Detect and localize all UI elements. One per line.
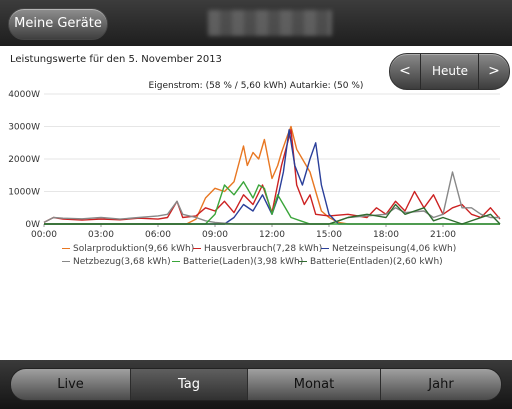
legend-item: Solarproduktion(9,66 kWh) <box>62 244 194 254</box>
legend-swatch <box>193 248 201 249</box>
legend-swatch <box>299 261 307 262</box>
y-tick-label: 2000W <box>8 155 40 165</box>
date-navigation: < Heute > <box>389 53 510 90</box>
y-tick-label: 4000W <box>8 90 40 100</box>
x-tick-label: 15:00 <box>316 230 342 240</box>
x-axis-ticks: 00:00 03:00 06:00 09:00 12:00 15:00 18:00 21:00 <box>31 224 456 240</box>
legend-item: Hausverbrauch(7,28 kWh) <box>193 244 322 254</box>
x-tick-label: 12:00 <box>259 230 285 240</box>
legend-swatch <box>172 261 180 262</box>
legend-label: Hausverbrauch(7,28 kWh) <box>204 244 323 254</box>
power-chart: 4000W 3000W 2000W 1000W 0W 00:00 03:00 06:00 09… <box>8 90 501 240</box>
tab-live[interactable]: Live <box>11 369 131 400</box>
next-day-button[interactable]: > <box>478 54 509 89</box>
tab-tag[interactable]: Tag <box>131 369 248 400</box>
legend-swatch <box>62 248 70 249</box>
y-tick-label: 3000W <box>8 123 40 133</box>
x-tick-label: 09:00 <box>202 230 228 240</box>
x-tick-label: 00:00 <box>31 230 57 240</box>
legend-item: Netzbezug(3,68 kWh) <box>62 257 171 267</box>
series-line-2 <box>44 129 500 225</box>
chart-title: Eigenstrom: (58 % / 5,60 kWh) Autarkie: … <box>148 81 364 91</box>
series-line-1 <box>43 129 501 224</box>
legend-item: Batterie(Laden)(3,98 kWh) <box>172 257 303 267</box>
legend-label: Batterie(Entladen)(2,60 kWh) <box>310 257 443 267</box>
legend-swatch <box>321 248 329 249</box>
my-devices-button[interactable]: Meine Geräte <box>8 8 108 40</box>
x-tick-label: 03:00 <box>88 230 114 240</box>
x-tick-label: 18:00 <box>373 230 399 240</box>
legend-label: Batterie(Laden)(3,98 kWh) <box>183 257 304 267</box>
legend-swatch <box>62 261 70 262</box>
series-line-4 <box>44 181 500 225</box>
series-line-0 <box>44 125 500 225</box>
legend-item: Batterie(Entladen)(2,60 kWh) <box>299 257 443 267</box>
legend-item: Netzeinspeisung(4,06 kWh) <box>321 244 456 254</box>
device-title-redacted <box>208 10 332 36</box>
today-button[interactable]: Heute <box>431 64 469 78</box>
legend-label: Netzbezug(3,68 kWh) <box>73 257 171 267</box>
legend-label: Solarproduktion(9,66 kWh) <box>73 244 195 254</box>
legend-label: Netzeinspeisung(4,06 kWh) <box>332 244 457 254</box>
top-bar: Meine Geräte <box>0 0 512 46</box>
y-tick-label: 1000W <box>8 188 40 198</box>
previous-day-button[interactable]: < <box>390 54 421 89</box>
tab-jahr[interactable]: Jahr <box>428 377 454 392</box>
series-lines <box>43 125 501 225</box>
series-line-5 <box>44 203 501 225</box>
date-caption: Leistungswerte für den 5. November 2013 <box>10 54 222 65</box>
x-tick-label: 21:00 <box>430 230 456 240</box>
tab-monat[interactable]: Monat <box>248 369 381 400</box>
y-tick-label: 0W <box>25 220 40 230</box>
period-tabs: Live Tag Monat Jahr <box>10 368 502 401</box>
x-tick-label: 06:00 <box>145 230 171 240</box>
bottom-tab-bar: Live Tag Monat Jahr <box>0 360 512 409</box>
